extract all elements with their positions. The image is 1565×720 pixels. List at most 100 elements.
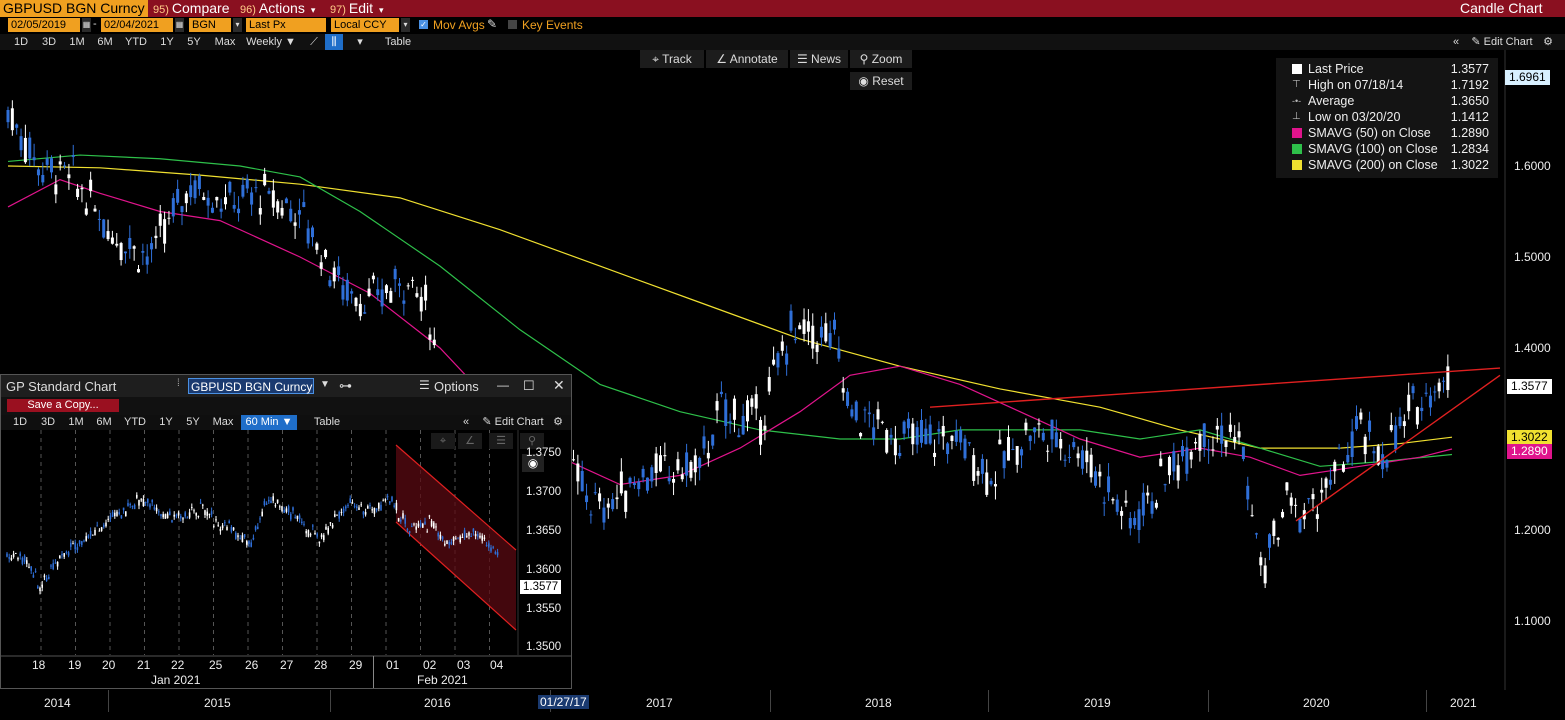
candle-body [371,275,375,280]
period-6m[interactable]: 6M [97,36,113,48]
inset-candle-body [164,514,167,519]
currency-field[interactable]: Local CCY [331,18,399,32]
inset-x-tick: 22 [171,658,185,672]
period-3d[interactable]: 3D [41,36,57,48]
inset-candle-body [10,557,13,560]
track-tool[interactable]: ⌖ Track [640,50,704,68]
period-ytd[interactable]: YTD [125,36,147,48]
zoom-tool[interactable]: ⚲ Zoom [850,50,912,68]
period-5y[interactable]: 5Y [187,36,201,48]
inset-candle-body [323,535,325,541]
save-copy-button[interactable]: Save a Copy... [7,399,119,412]
candle-body [1020,449,1024,456]
candle-body [311,227,314,238]
search-icon[interactable]: ⚲ [520,433,544,449]
maximize-icon[interactable]: ☐ [523,378,535,393]
pencil-icon[interactable]: ✎ [487,17,498,31]
gear-icon[interactable]: ⚙ [1543,36,1553,48]
inset-period-1m[interactable]: 1M [68,416,84,428]
mov-avgs-label: Mov Avgs [433,18,485,32]
ticker-field[interactable]: GBPUSD BGN Curncy [0,0,148,17]
close-icon[interactable]: ✕ [553,377,565,393]
candle-body [45,158,49,165]
annotate-tool[interactable]: ∠ Annotate [706,50,788,68]
inset-candle-body [270,500,272,503]
inset-candle-body [369,505,371,507]
gear-icon[interactable]: ⚙ [553,416,563,428]
options-button[interactable]: Options [434,379,479,394]
inset-x-tick: 20 [102,658,116,672]
candle-body [763,425,767,430]
chevron-down-icon[interactable]: ▼ [320,379,330,390]
year-divider [770,690,771,712]
candle-body [811,325,815,349]
inset-candle-body [353,505,356,507]
legend-average: -•- Average 1.3650 [1292,94,1489,108]
period-max[interactable]: Max [214,36,236,48]
candle-body [1294,504,1298,506]
inset-period-5y[interactable]: 5Y [186,416,200,428]
link-icon[interactable]: ⊶ [339,378,352,393]
inset-period-6m[interactable]: 6M [96,416,112,428]
inset-candle-body [351,502,354,504]
inset-period-max[interactable]: Max [212,416,234,428]
chevron-down-icon[interactable]: ▾ [401,18,410,32]
mov-avgs-checkbox[interactable]: ✓ [419,20,428,29]
inset-month-label: Jan 2021 [151,673,201,687]
inset-period-ytd[interactable]: YTD [124,416,146,428]
inset-edit-chart-button[interactable]: ✎ Edit Chart [479,415,547,430]
inset-ticker-field[interactable]: GBPUSD BGN Curncy [188,378,314,394]
source-field[interactable]: BGN [189,18,231,32]
inset-frequency-dropdown[interactable]: 60 Min ▼ [241,415,297,430]
inset-period-1y[interactable]: 1Y [159,416,173,428]
calendar-icon[interactable]: ▦ [82,18,91,32]
news-tool[interactable]: ☰ News [790,50,848,68]
drag-handle-icon[interactable]: ⁞ [177,378,180,389]
candle-body [1107,476,1111,493]
line-chart-icon[interactable]: ⟋ [310,36,318,48]
collapse-icon[interactable]: « [462,416,470,428]
candle-body [10,108,14,131]
inset-candle-body [83,540,85,542]
annotate-icon[interactable]: ∠ [458,433,482,449]
period-1y[interactable]: 1Y [160,36,174,48]
period-1d[interactable]: 1D [13,36,29,48]
candle-body [367,288,371,297]
compare-shortcut: 95) [153,4,169,16]
news-icon[interactable]: ☰ [489,433,513,449]
reset-icon[interactable]: ◉ [522,454,544,472]
collapse-icon[interactable]: « [1452,36,1460,48]
period-1m[interactable]: 1M [69,36,85,48]
inset-period-3d[interactable]: 3D [40,416,56,428]
candle-body [833,319,836,330]
candle-chart-icon[interactable]: ⫼ [325,34,343,50]
table-button[interactable]: Table [384,36,412,48]
inset-price-chart[interactable] [1,430,571,688]
key-events-checkbox[interactable] [508,20,517,29]
chevron-down-icon[interactable]: ▾ [233,18,242,32]
crosshair-icon[interactable]: ⌖ [431,433,455,449]
menu-icon[interactable]: ☰ [419,378,430,392]
inset-title-bar[interactable]: GP Standard Chart ⁞ GBPUSD BGN Curncy ▼ … [1,375,571,397]
reset-button[interactable]: ◉ Reset [850,72,912,90]
inset-chart-window[interactable]: GP Standard Chart ⁞ GBPUSD BGN Curncy ▼ … [0,374,572,689]
compare-menu[interactable]: 95) Compare [153,0,230,17]
candle-body [915,427,919,445]
inset-period-1d[interactable]: 1D [12,416,28,428]
edit-menu[interactable]: 97) Edit ▾ [330,0,384,17]
start-date-field[interactable]: 02/05/2019 [8,18,80,32]
candle-body [1028,435,1032,442]
inset-candle-body [103,524,105,528]
end-date-field[interactable]: 02/04/2021 [101,18,173,32]
edit-chart-button[interactable]: ✎ Edit Chart [1466,34,1538,50]
frequency-dropdown[interactable]: Weekly ▼ [243,34,299,50]
inset-candle-body [303,523,305,525]
chevron-down-icon[interactable]: ▾ [357,36,363,48]
inset-candle-body [175,514,178,517]
inset-table-button[interactable]: Table [313,416,341,428]
candle-body [276,201,280,213]
minimize-icon[interactable]: — [497,378,509,392]
actions-menu[interactable]: 96) Actions ▾ [240,0,315,17]
field-selector[interactable]: Last Px [246,18,326,32]
calendar-icon[interactable]: ▦ [175,18,184,32]
